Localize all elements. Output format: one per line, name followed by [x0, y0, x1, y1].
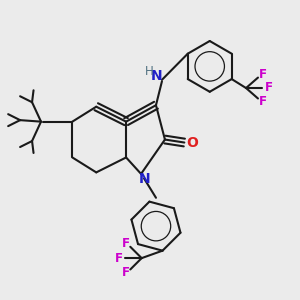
- Text: H: H: [145, 65, 154, 78]
- Text: F: F: [122, 237, 130, 250]
- Text: O: O: [186, 136, 198, 149]
- Text: F: F: [264, 81, 272, 94]
- Text: F: F: [259, 68, 266, 81]
- Text: N: N: [139, 172, 150, 186]
- Text: F: F: [115, 252, 123, 265]
- Text: F: F: [122, 266, 130, 279]
- Text: F: F: [259, 95, 266, 108]
- Text: N: N: [151, 69, 162, 83]
